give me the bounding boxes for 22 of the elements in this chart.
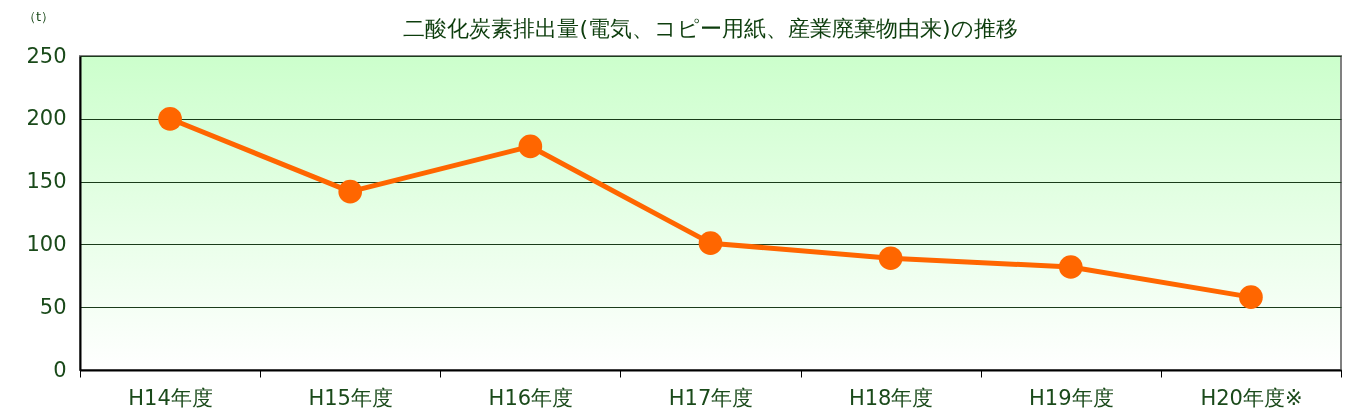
y-tick-label: 250 [26,43,67,68]
x-tick-label: H20年度※ [1200,385,1303,410]
x-tick-label: H19年度 [1029,385,1114,410]
y-tick-label: 150 [26,169,67,194]
y-tick-label: 50 [39,294,67,319]
point [1058,255,1083,279]
x-tick-label: H16年度 [488,385,574,410]
y-tick-label: 100 [26,231,67,256]
point [518,134,543,159]
point [158,106,182,131]
y-tick-label: 0 [53,357,67,382]
point [878,246,903,271]
x-tick-label: H17年度 [668,385,754,410]
y-tick-label: 200 [26,106,67,131]
chart-title: 二酸化炭素排出量(電気、コピー用紙、産業廃棄物由来)の推移 [403,16,1018,41]
point [698,231,723,255]
x-tick-label: H18年度 [848,385,934,410]
x-tick-label: H15年度 [308,385,393,410]
point [338,179,363,204]
y-axis-title: （t） [22,8,55,24]
x-tick-label: H14年度 [128,385,213,410]
point [1239,285,1263,309]
